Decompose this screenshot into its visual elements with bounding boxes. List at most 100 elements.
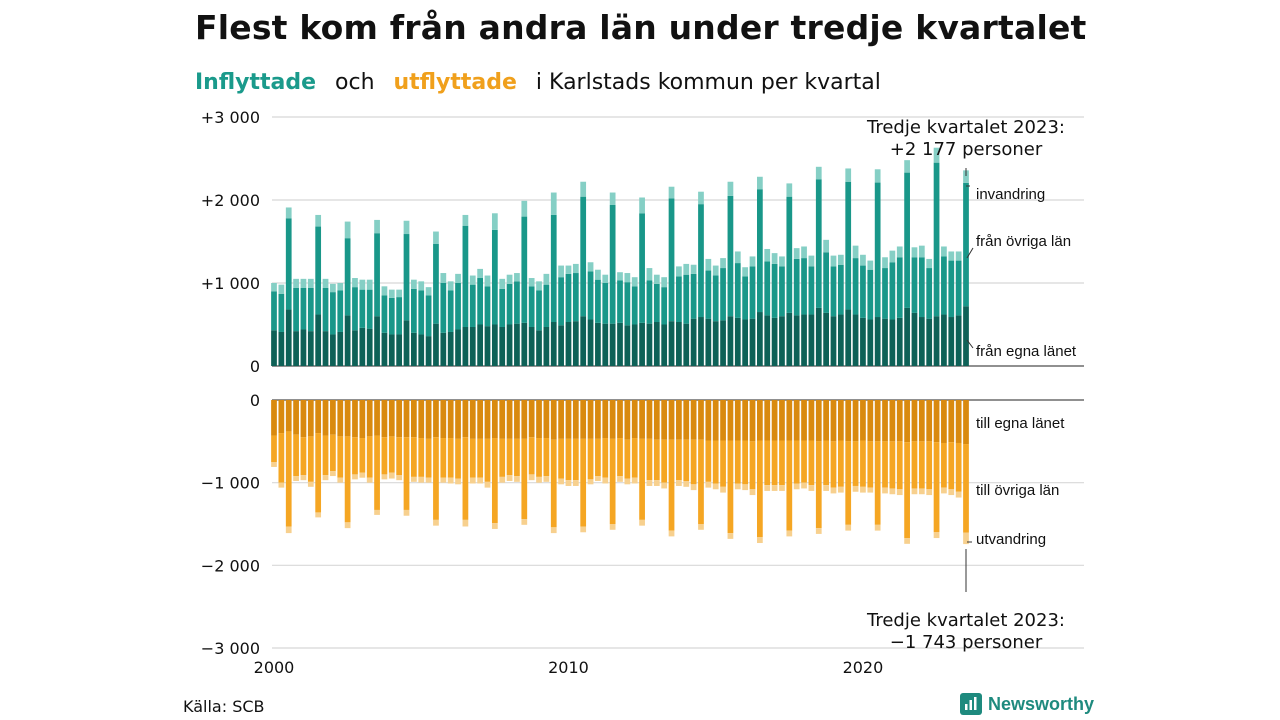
bar-to-other-counties [882,441,888,488]
bar-from-other-counties [337,290,344,332]
bar-to-other-counties [403,437,410,510]
bar-chart-icon [960,693,982,715]
bar-emigration [609,524,616,530]
bar-from-own-county [749,318,756,366]
bar-to-own-county [874,400,881,442]
bar-from-own-county [366,328,373,366]
bar-to-own-county [801,400,807,441]
top-y-tick-label: +3 000 [201,108,260,127]
bar-to-other-counties [815,441,822,529]
bar-to-other-counties [904,442,910,539]
bar-from-other-counties [734,263,741,318]
newsworthy-logo[interactable]: Newsworthy [960,693,1094,715]
bar-emigration [801,482,807,489]
bar-from-other-counties [742,276,749,320]
bar-emigration [668,530,675,537]
bar-from-other-counties [653,283,660,323]
bar-from-own-county [565,322,572,366]
bar-emigration [543,476,550,482]
bar-to-other-counties [528,437,535,475]
bar-immigration [639,197,645,214]
bar-from-other-counties [433,243,439,324]
bar-to-own-county [315,400,322,434]
bar-from-own-county [330,334,336,366]
label-invandring: invandring [976,186,1045,203]
bottom-y-tick-label: −3 000 [201,639,260,658]
bar-immigration [852,245,859,259]
bar-from-other-counties [874,182,881,318]
bar-from-other-counties [521,216,528,323]
bar-to-other-counties [860,440,866,487]
bar-from-own-county [359,327,366,366]
bar-from-own-county [455,329,461,366]
bar-emigration [653,480,660,486]
bar-from-other-counties [330,292,336,335]
bar-to-own-county [418,400,425,439]
bar-to-own-county [565,400,572,439]
top-y-tick-label: +1 000 [201,274,260,293]
bar-emigration [955,491,962,498]
bar-immigration [536,281,542,291]
bar-immigration [698,191,704,205]
bar-emigration [418,476,425,483]
bar-from-own-county [882,318,888,366]
bar-emigration [506,475,513,482]
bar-immigration [285,207,292,219]
bar-to-other-counties [315,433,322,513]
bar-immigration [558,265,564,278]
bar-emigration [882,487,888,494]
bar-to-own-county [948,400,955,443]
bar-to-other-counties [352,437,358,475]
bar-to-other-counties [455,438,461,479]
bar-immigration [690,264,697,274]
bar-to-other-counties [631,438,638,478]
bar-immigration [374,219,380,234]
bar-from-own-county [374,316,380,366]
bar-from-other-counties [646,280,653,324]
leader-fran-ovriga-lan [966,247,974,259]
bar-to-own-county [440,400,447,439]
bar-to-other-counties [933,442,940,533]
bar-to-other-counties [469,438,476,478]
bar-emigration [271,462,277,467]
bar-from-other-counties [528,286,535,327]
bar-emigration [293,476,299,482]
bar-from-other-counties [543,284,550,327]
bar-from-other-counties [587,271,594,320]
bar-immigration [757,176,763,190]
bar-to-other-counties [572,438,579,481]
bar-to-other-counties [602,438,609,478]
bar-from-other-counties [418,290,425,335]
bar-from-own-county [734,317,741,366]
bar-immigration [786,183,793,197]
bar-from-own-county [830,316,837,366]
bar-from-other-counties [889,262,896,320]
bar-to-own-county [300,400,307,438]
bar-emigration [889,488,896,495]
bar-immigration [764,248,771,262]
bar-immigration [447,281,454,291]
bar-from-own-county [462,326,469,366]
bar-from-other-counties [933,162,940,317]
bar-from-own-county [757,312,763,366]
bar-immigration [543,273,550,285]
bar-emigration [411,476,417,482]
bar-from-other-counties [300,287,307,330]
bar-from-other-counties [661,287,668,325]
bar-from-own-county [918,317,925,366]
bar-immigration [830,255,837,267]
bar-to-own-county [705,400,712,441]
bar-to-other-counties [742,440,749,485]
bar-immigration [307,278,314,288]
bar-emigration [396,475,403,481]
bar-from-own-county [889,319,896,366]
bottom-y-tick-label: 0 [250,391,260,410]
bar-emigration [514,476,520,482]
bar-to-other-counties [668,439,675,531]
bar-emigration [558,478,564,485]
x-tick-label: 2000 [254,658,295,677]
bar-from-other-counties [514,281,520,324]
bar-to-other-counties [705,440,712,482]
bar-immigration [550,192,557,215]
bar-from-other-counties [926,268,933,319]
